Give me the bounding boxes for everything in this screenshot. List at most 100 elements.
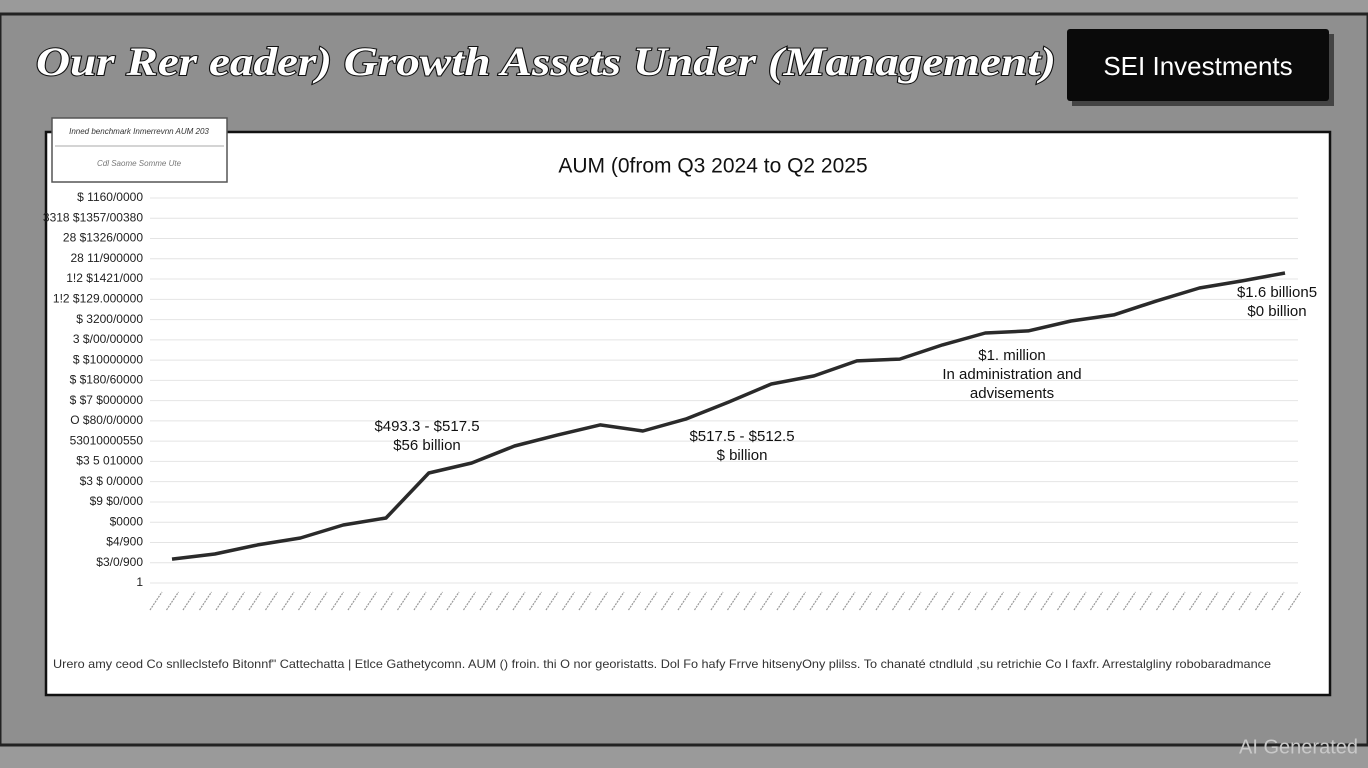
annotation: $ billion bbox=[717, 447, 768, 464]
y-tick-label: 28 11/900000 bbox=[70, 251, 143, 265]
x-tick-scribble bbox=[1123, 591, 1136, 611]
x-tick-scribble bbox=[644, 591, 658, 611]
x-tick-scribble bbox=[1238, 591, 1252, 611]
x-tick-scribble bbox=[793, 591, 806, 611]
x-tick-scribble bbox=[710, 591, 724, 611]
y-tick-label: 3318 $1357/00380 bbox=[43, 210, 143, 224]
x-tick-scribble bbox=[677, 591, 691, 611]
x-tick-scribble bbox=[1090, 591, 1103, 611]
y-tick-label: $3 $ 0/0000 bbox=[80, 474, 144, 488]
x-tick-scribble bbox=[859, 591, 872, 611]
x-tick-scribble bbox=[166, 591, 179, 611]
x-tick-scribble bbox=[925, 591, 938, 611]
watermark: AI Generated bbox=[1239, 736, 1358, 758]
x-tick-scribble bbox=[892, 591, 905, 611]
data-line bbox=[171, 271, 1286, 561]
y-tick-label: O $80/0/0000 bbox=[70, 413, 143, 427]
x-tick-scribble bbox=[446, 591, 460, 611]
x-tick-scribble bbox=[529, 591, 542, 611]
x-tick-scribble bbox=[298, 591, 311, 611]
x-tick-scribble bbox=[1222, 591, 1235, 611]
x-tick-scribble bbox=[1189, 591, 1202, 611]
x-tick-scribble bbox=[1106, 591, 1120, 611]
x-tick-scribble bbox=[1007, 591, 1021, 611]
x-tick-scribble bbox=[694, 591, 707, 611]
y-tick-label: $4/900 bbox=[106, 535, 143, 549]
x-tick-scribble bbox=[347, 591, 361, 611]
y-tick-label: 3 $/00/00000 bbox=[73, 332, 143, 346]
y-tick-label: 1 bbox=[136, 575, 143, 589]
x-tick-scribble bbox=[743, 591, 757, 611]
y-tick-label: 28 $1326/0000 bbox=[63, 231, 143, 245]
x-tick-scribble bbox=[199, 591, 212, 611]
x-tick-scribble bbox=[611, 591, 625, 611]
x-tick-scribble bbox=[776, 591, 790, 611]
x-tick-scribble bbox=[463, 591, 476, 611]
x-tick-scribble bbox=[1156, 591, 1169, 611]
annotation: $1. million bbox=[978, 347, 1046, 364]
x-tick-scribble bbox=[149, 591, 163, 611]
annotation: $0 billion bbox=[1247, 303, 1306, 320]
x-tick-scribble bbox=[380, 591, 394, 611]
annotation: $517.5 - $512.5 bbox=[689, 428, 794, 445]
x-tick-scribble bbox=[1057, 591, 1070, 611]
x-tick-scribble bbox=[413, 591, 427, 611]
x-tick-scribble bbox=[1271, 591, 1285, 611]
x-tick-scribble bbox=[248, 591, 262, 611]
x-tick-scribble bbox=[842, 591, 856, 611]
y-tick-label: 1!2 $1421/000 bbox=[66, 271, 143, 285]
chart-title: AUM (0from Q3 2024 to Q2 2025 bbox=[558, 155, 867, 178]
annotation: $493.3 - $517.5 bbox=[374, 418, 479, 435]
x-tick-scribble bbox=[974, 591, 988, 611]
y-tick-label: $9 $0/000 bbox=[90, 494, 144, 508]
footnote: Urero amy ceod Co snlleclstefo Bitonnf" … bbox=[53, 657, 1271, 671]
x-tick-scribble bbox=[1024, 591, 1037, 611]
brand: SEI Investments bbox=[1103, 51, 1292, 81]
y-tick-label: $ 3200/0000 bbox=[76, 312, 143, 326]
x-tick-scribble bbox=[265, 591, 278, 611]
annotation: $1.6 billion5 bbox=[1237, 284, 1317, 301]
annotation: advisements bbox=[970, 385, 1054, 402]
x-tick-scribble bbox=[1288, 591, 1301, 611]
x-tick-scribble bbox=[628, 591, 641, 611]
x-tick-scribble bbox=[512, 591, 526, 611]
x-tick-scribble bbox=[397, 591, 410, 611]
y-tick-label: 53010000550 bbox=[70, 433, 144, 447]
legend-box bbox=[51, 117, 228, 183]
x-tick-scribble bbox=[430, 591, 443, 611]
legend-line: Inned benchmark Inmerrevnn AUM 203 bbox=[69, 127, 209, 136]
x-tick-scribble bbox=[661, 591, 674, 611]
x-tick-scribble bbox=[958, 591, 971, 611]
x-tick-scribble bbox=[331, 591, 344, 611]
x-tick-scribble bbox=[545, 591, 559, 611]
y-tick-label: $ $7 $000000 bbox=[70, 393, 144, 407]
x-tick-scribble bbox=[1073, 591, 1087, 611]
annotation: In administration and bbox=[942, 366, 1081, 383]
x-tick-scribble bbox=[595, 591, 608, 611]
x-tick-scribble bbox=[826, 591, 839, 611]
x-tick-scribble bbox=[232, 591, 245, 611]
x-tick-scribble bbox=[941, 591, 955, 611]
x-tick-scribble bbox=[1040, 591, 1054, 611]
x-tick-scribble bbox=[809, 591, 823, 611]
brand-box bbox=[1067, 29, 1329, 101]
x-tick-scribble bbox=[281, 591, 295, 611]
x-tick-scribble bbox=[760, 591, 773, 611]
y-tick-label: $3/0/900 bbox=[96, 555, 143, 569]
legend-line: Cdl Saome Somme Ute bbox=[97, 159, 182, 168]
x-tick-scribble bbox=[314, 591, 328, 611]
chart-panel bbox=[44, 130, 1332, 697]
x-tick-scribble bbox=[562, 591, 575, 611]
y-tick-label: $ $10000000 bbox=[73, 352, 143, 366]
x-tick-scribble bbox=[578, 591, 592, 611]
x-tick-scribble bbox=[1255, 591, 1268, 611]
x-tick-scribble bbox=[496, 591, 509, 611]
x-tick-scribble bbox=[991, 591, 1004, 611]
x-tick-scribble bbox=[1172, 591, 1186, 611]
y-tick-label: $ 1160/0000 bbox=[77, 190, 143, 204]
y-tick-label: 1!2 $129.000000 bbox=[53, 291, 143, 305]
x-tick-scribble bbox=[908, 591, 922, 611]
page-title: Our Rer eader) Growth Assets Under (Mana… bbox=[36, 39, 1056, 84]
x-tick-scribble bbox=[364, 591, 377, 611]
